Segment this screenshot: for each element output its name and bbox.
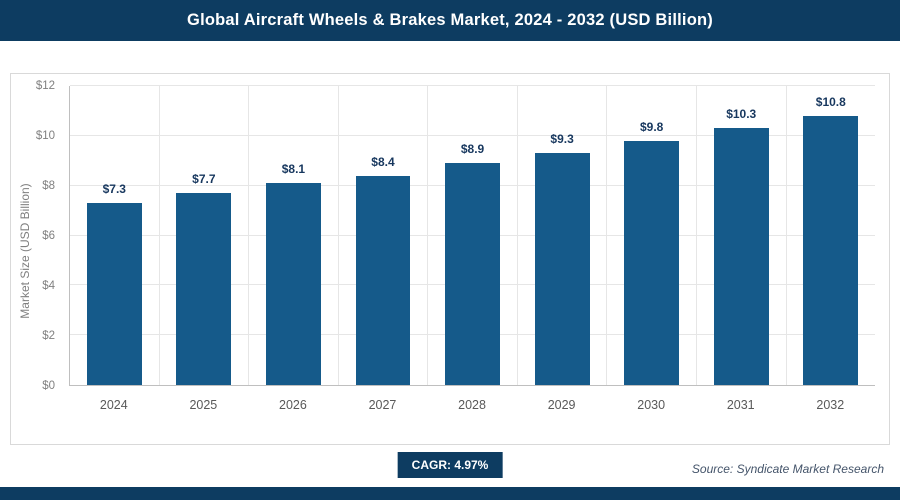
y-tick-label: $10: [35, 130, 55, 142]
cagr-badge: CAGR: 4.97%: [397, 452, 503, 478]
y-tick-label: $8: [42, 180, 55, 192]
source-text: Source: Syndicate Market Research: [691, 462, 884, 476]
bar-2028: $8.9: [445, 142, 500, 385]
x-tick-label: 2032: [816, 398, 845, 412]
bar-column: $8.1: [249, 86, 339, 385]
bar-2032: $10.8: [803, 95, 859, 385]
bar-value-label: $8.9: [460, 142, 485, 157]
bar-column: $10.8: [787, 86, 876, 385]
bar-column: $7.7: [160, 86, 250, 385]
y-tick-label: $12: [35, 80, 55, 92]
bar-column: $9.8: [607, 86, 697, 385]
y-axis-ticks: $0 $2 $4 $6 $8 $10 $12: [11, 80, 63, 392]
y-tick-label: $4: [42, 280, 55, 292]
bar-value-label: $9.8: [639, 119, 664, 134]
bar-column: $8.4: [339, 86, 429, 385]
chart-title-bar: Global Aircraft Wheels & Brakes Market, …: [0, 0, 900, 41]
x-tick-label: 2026: [279, 398, 307, 412]
bar-2027: $8.4: [355, 155, 411, 385]
bar-column: $7.3: [70, 86, 160, 385]
y-tick-label: $2: [42, 330, 55, 342]
gridline: [70, 134, 875, 136]
bar-2026: $8.1: [265, 162, 321, 385]
x-axis-ticks: 2024 2025 2026 2027 2028 2029 2030 2031 2032: [69, 398, 875, 412]
bar-value-label: $9.3: [550, 132, 574, 147]
y-tick-label: $6: [42, 230, 55, 242]
bars-row: $7.3 $7.7 $8.1 $8.4 $8.9 $9.3 $9.8 $10.3 $10.8: [70, 86, 875, 385]
x-tick-label: 2030: [637, 398, 666, 412]
bar-2024: $7.3: [86, 182, 142, 385]
bar-2025: $7.7: [176, 172, 232, 385]
bar-column: $9.3: [518, 86, 608, 385]
x-tick-label: 2031: [726, 398, 755, 412]
x-tick-label: 2027: [368, 398, 397, 412]
bar-2030: $9.8: [624, 120, 680, 385]
bar-value-label: $10.8: [815, 94, 846, 109]
bar-value-label: $10.3: [726, 107, 757, 122]
bar-column: $8.9: [428, 86, 518, 385]
bar-2031: $10.3: [713, 107, 769, 385]
x-tick-label: 2028: [458, 398, 486, 412]
gridline: [70, 85, 875, 86]
bar-value-label: $7.7: [192, 172, 216, 187]
chart-title: Global Aircraft Wheels & Brakes Market, …: [187, 11, 713, 29]
x-tick-label: 2024: [99, 398, 128, 412]
x-tick-label: 2029: [547, 398, 576, 412]
y-tick-label: $0: [42, 380, 55, 392]
x-tick-label: 2025: [189, 398, 218, 412]
bar-2029: $9.3: [534, 132, 590, 385]
bar-value-label: $7.3: [102, 182, 126, 197]
bar-value-label: $8.4: [371, 154, 395, 169]
plot-area: $7.3 $7.7 $8.1 $8.4 $8.9 $9.3 $9.8 $10.3 $10.8: [69, 85, 875, 386]
bottom-accent-bar: [0, 487, 900, 500]
bar-column: $10.3: [697, 86, 787, 385]
bar-chart: Market Size (USD Billion) $0 $2 $4 $6 $8 $10 $…: [10, 73, 890, 445]
bar-value-label: $8.1: [281, 162, 306, 177]
